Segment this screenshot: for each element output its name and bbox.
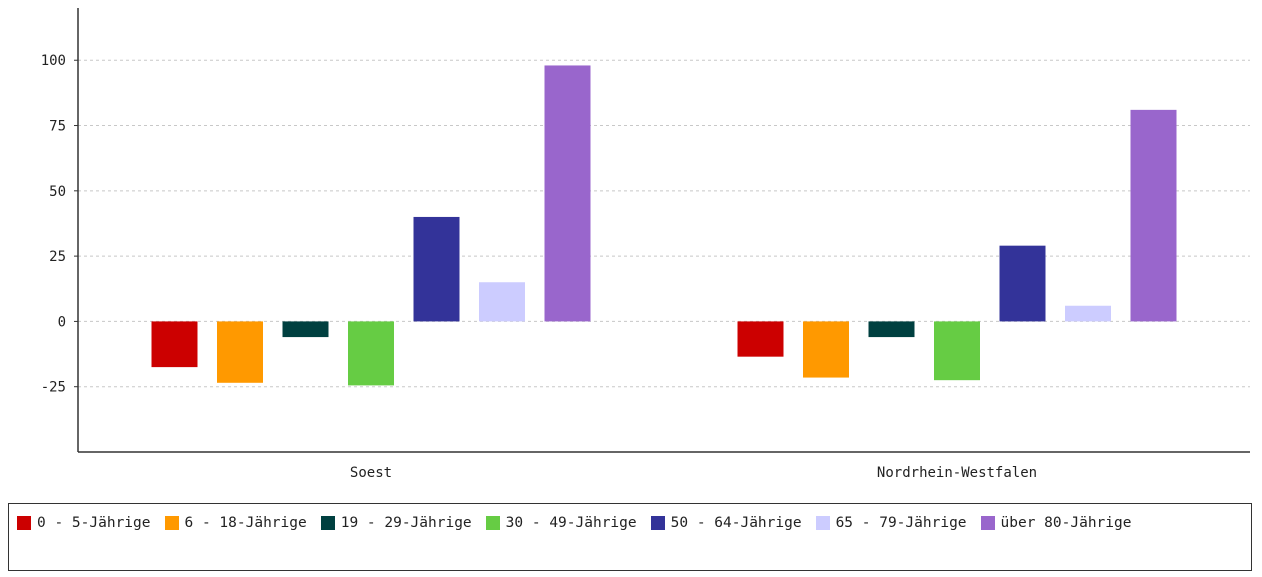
bar <box>348 321 394 386</box>
bar <box>413 216 460 322</box>
legend-label: 6 - 18-Jährige <box>184 515 307 531</box>
legend-label: 50 - 64-Jährige <box>670 515 802 531</box>
legend-item: 30 - 49-Jährige <box>485 509 637 537</box>
legend-label: 30 - 49-Jährige <box>505 515 637 531</box>
bar <box>217 321 263 383</box>
bar <box>151 321 198 368</box>
category-label: Nordrhein-Westfalen <box>877 465 1037 481</box>
y-tick-label: 75 <box>49 119 66 135</box>
legend-swatch <box>17 516 31 530</box>
y-tick-label: 50 <box>49 184 66 200</box>
legend-swatch <box>815 516 830 530</box>
bar <box>479 282 525 322</box>
y-tick-label: 0 <box>58 314 66 330</box>
bar <box>934 321 980 381</box>
legend-item: 50 - 64-Jährige <box>650 509 802 537</box>
bar <box>544 65 591 322</box>
bar <box>1065 305 1111 322</box>
legend-label: 65 - 79-Jährige <box>835 515 967 531</box>
legend-swatch <box>650 516 665 530</box>
legend: 0 - 5-Jährige 6 - 18-Jährige 19 - 29-Jähri… <box>8 503 1252 571</box>
bar-chart: -25 0 25 50 75 100 Soest Nordrhein-Westfalen <box>41 8 1250 481</box>
bar <box>1130 109 1177 322</box>
legend-swatch <box>980 516 995 530</box>
y-tick-label: 25 <box>49 249 66 265</box>
category-label: Soest <box>350 465 392 481</box>
legend-item: über 80-Jährige <box>980 509 1132 537</box>
y-tick-labels: -25 0 25 50 75 100 <box>41 53 78 396</box>
bar <box>803 321 849 378</box>
bars <box>151 65 1177 386</box>
bar <box>282 321 329 338</box>
legend-label: 0 - 5-Jährige <box>37 515 151 531</box>
legend-swatch <box>320 516 335 530</box>
legend-swatch <box>164 516 179 530</box>
bar <box>999 245 1046 322</box>
legend-label: über 80-Jährige <box>1000 515 1132 531</box>
legend-label: 19 - 29-Jährige <box>340 515 472 531</box>
y-tick-label: -25 <box>41 380 66 396</box>
legend-item: 19 - 29-Jährige <box>320 509 472 537</box>
axes <box>77 8 1250 453</box>
legend-swatch <box>485 516 500 530</box>
y-tick-label: 100 <box>41 53 66 69</box>
bar <box>737 321 784 357</box>
bar <box>868 321 915 338</box>
legend-item: 6 - 18-Jährige <box>164 509 307 537</box>
category-labels: Soest Nordrhein-Westfalen <box>350 465 1037 481</box>
legend-item: 65 - 79-Jährige <box>815 509 967 537</box>
legend-item: 0 - 5-Jährige <box>17 509 151 537</box>
